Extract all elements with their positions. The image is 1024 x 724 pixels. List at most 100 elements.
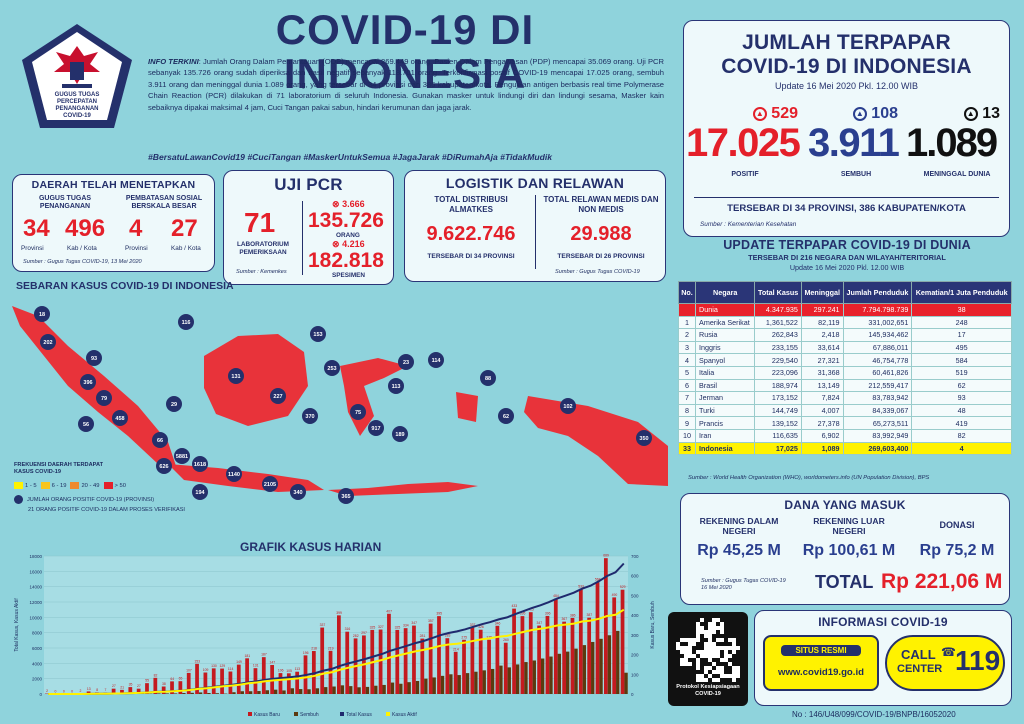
bar-data-label: 2 [46,689,48,693]
case-marker-label: 102 [563,404,572,410]
new-case-bar [503,642,508,694]
map-legend: FREKUENSI DAERAH TERDAPAT KASUS COVID-19… [14,462,314,513]
exposed-title-1: JUMLAH TERPAPAR [742,31,951,54]
world-table-wrap: No. Negara Total Kasus Meninggal Jumlah Pend… [677,281,1012,456]
regions-panel: DAERAH TELAH MENETAPKAN GUGUS TUGAS PENA… [12,174,215,272]
recovered-bar [349,686,353,694]
recovered-bar [415,680,420,694]
bar-data-label: 214 [453,647,459,651]
recovered-bar [440,675,445,694]
table-cell: 1,089 [800,441,844,456]
bar-data-label: 275 [486,635,492,639]
recovered-bar [507,667,511,694]
chart-legend-swatch [248,712,252,716]
kab-label: Kab / Kota [67,245,97,252]
regions-source: Sumber : Gugus Tugas COVID-19, 13 Mei 20… [23,259,142,265]
new-case-bar [195,663,199,694]
recovered-bar [207,693,211,694]
case-marker [86,350,102,366]
recovered-bar [490,668,495,694]
table-row: 33 Indonesia 17,025 1,089 269,603,400 4 [677,441,1012,456]
call-center[interactable]: CALL CENTER ☎ 119 [885,635,1005,691]
official-site[interactable]: SITUS RESMI www.covid19.go.id [763,635,879,691]
table-cell: 2 [677,328,697,342]
donation-label: DONASI [939,520,975,530]
new-case-bar [453,651,458,694]
recovered-bar [248,691,253,694]
logistics-panel: LOGISTIK DAN RELAWAN TOTAL DISTRIBUSI AL… [404,170,666,282]
bar-data-label: 275 [461,635,467,639]
recovered-bar [449,674,453,694]
table-row: 6 Brasil 188,974 13,149 212,559,417 62 [677,378,1012,393]
case-marker [166,396,182,412]
papua-island [524,396,668,486]
recovered-bar [399,683,403,694]
map-markers: 18 202 93 396 79 56 458 29 66 626 5881 1618 1140 194 2… [34,306,652,504]
bar-data-label: 35 [129,683,133,687]
bar-data-label: 149 [236,660,242,664]
maluku-islands [456,392,478,422]
qr-code[interactable]: Protokol Kesiapsiagaan COVID-19 [668,612,748,706]
table-cell: 62 [911,378,1012,393]
table-cell: 84,339,067 [842,403,913,418]
page-title: COVID-19 DI INDONESIA [275,6,535,97]
psbb-label: PEMBATASAN SOSIAL BERSKALA BESAR [125,195,203,210]
recovered-bar [474,671,478,694]
pcr-specimen-delta: 4.216 [342,239,365,249]
new-case-bar [603,558,608,694]
legend-swatch [103,482,113,489]
new-case-bar [236,664,241,694]
psbb-kab: 27 [171,215,198,242]
y2-axis-label: Kasus Baru, Sembuh [650,601,656,648]
call-label-1: CALL [901,647,936,662]
new-case-bar [261,657,266,694]
case-marker-label: 189 [395,432,404,438]
case-marker [174,448,190,464]
bar-data-label: 568 [595,578,601,582]
new-case-bar [620,589,625,694]
case-marker [398,354,414,370]
case-marker-label: 79 [101,396,107,402]
exposed-panel: JUMLAH TERPAPAR COVID-19 DI INDONESIA Up… [683,20,1010,237]
table-cell: Jerman [695,391,756,405]
table-cell: 1 [677,315,697,330]
recovered-label: SEMBUH [840,171,872,178]
table-cell: 9 [677,416,697,430]
y-tick-label: 8000 [32,631,43,636]
site-label: SITUS RESMI [781,645,861,656]
recovered-bar [582,645,587,694]
site-url[interactable]: www.covid19.go.id [777,667,864,678]
bar-data-label: 13 [87,687,91,691]
pcr-source: Sumber : Kemenkes [236,269,287,275]
recovered-bar [307,689,311,694]
table-cell: 223,096 [754,365,802,380]
table-cell: Rusia [695,328,756,342]
new-case-bar [128,687,133,694]
bar-data-label: 27 [112,684,116,688]
new-case-bar [295,671,300,694]
recovered-bar [482,670,486,694]
positive-stat: ▲ 529 17.025 POSITIF [686,99,804,179]
up-arrow-icon: ⊗ [332,199,340,209]
bar-data-label: 490 [612,593,618,597]
legend-swatch [14,482,23,489]
bar-data-label: 147 [270,661,276,665]
case-marker-label: 113 [392,384,401,390]
table-row: 1 Amerika Serikat 1,361,522 82,119 331,002,6… [677,315,1012,330]
recovered-bar [390,682,395,694]
table-cell [677,303,697,317]
table-cell: 144,749 [754,403,802,418]
recovered-bar [591,641,595,694]
table-cell: 4,007 [800,403,844,418]
y2-tick-label: 500 [631,593,639,598]
world-title: UPDATE TERPAPAR COVID-19 DI DUNIA [723,238,971,252]
table-cell: 27,321 [800,353,844,367]
chart-legend-label: Kasus Aktif [392,712,417,718]
table-cell: 17,025 [754,441,802,456]
y2-tick-label: 300 [631,633,639,638]
case-marker-label: 23 [403,360,409,366]
new-case-bar [570,617,575,694]
table-row: 10 Iran 116,635 6,902 83,992,949 82 [677,428,1012,443]
bar-data-label: 533 [578,584,584,588]
table-cell: 262,843 [754,328,802,342]
